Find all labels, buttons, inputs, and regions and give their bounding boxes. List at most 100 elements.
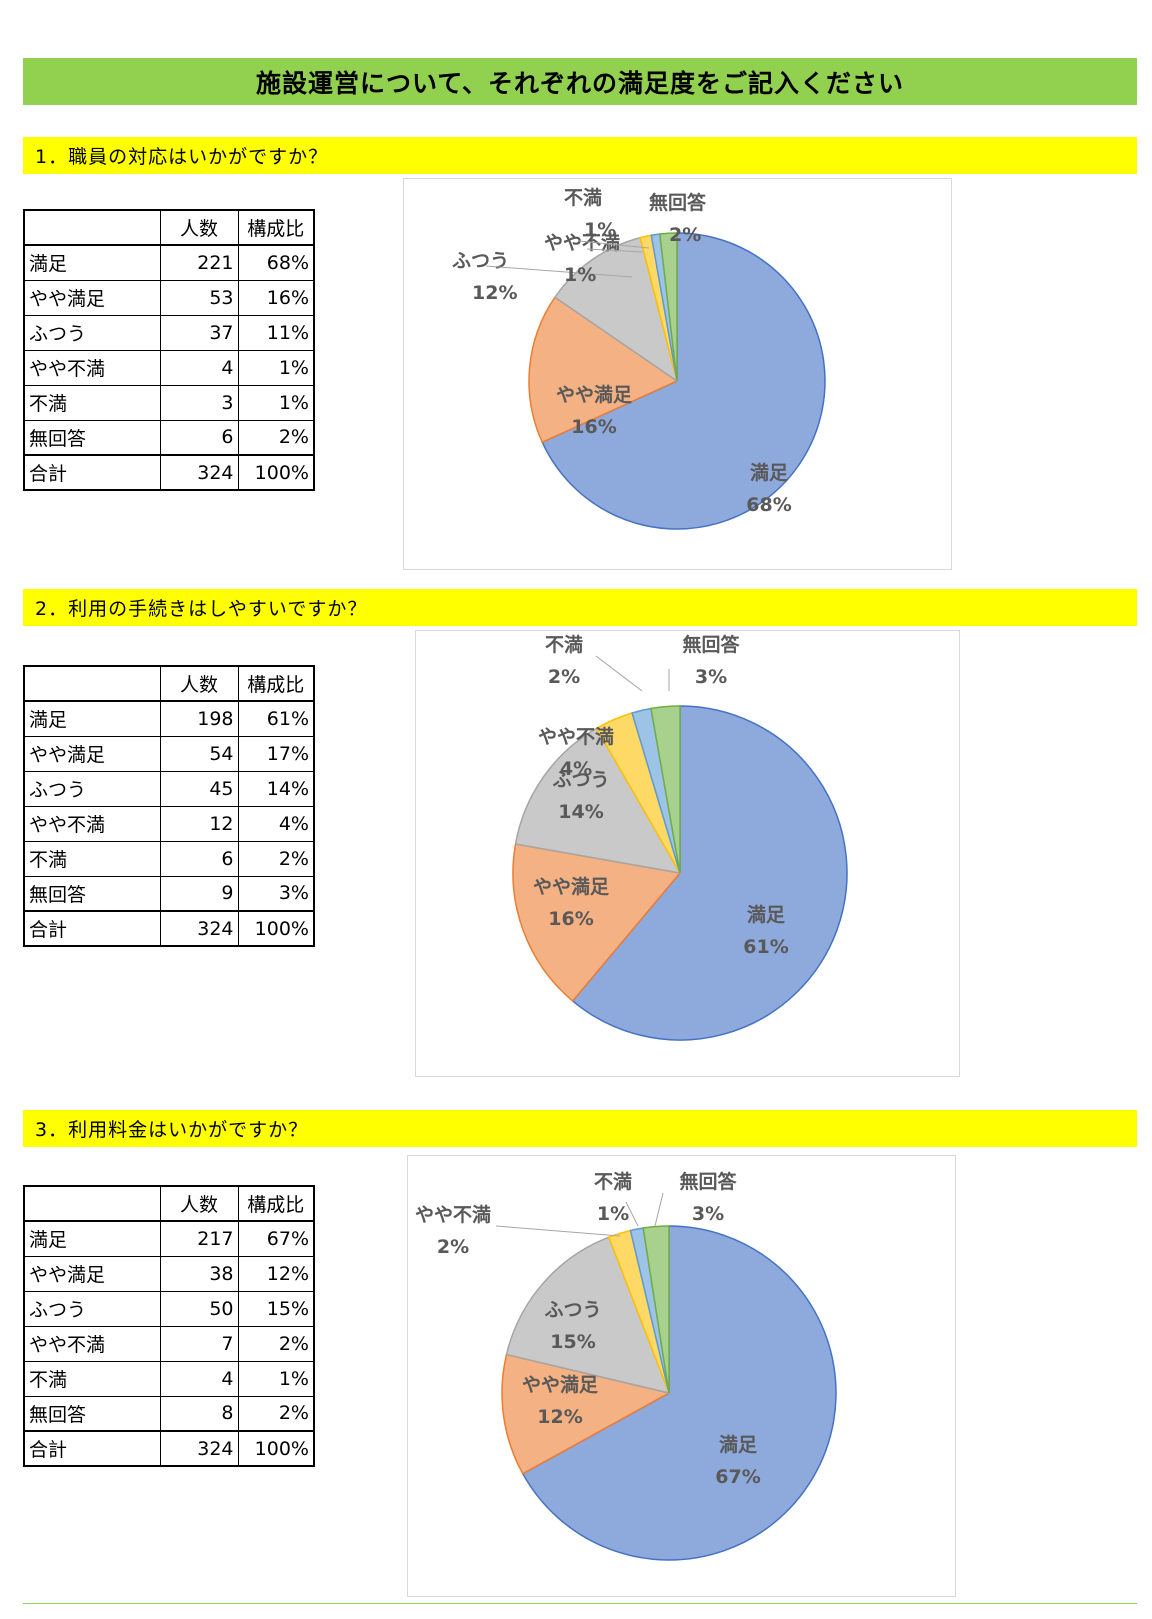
pie-slice-0 xyxy=(521,1225,837,1561)
slice-label-category: やや満足 xyxy=(556,384,633,406)
slice-label-percent: 14% xyxy=(558,801,603,823)
pie-slice-0 xyxy=(541,232,826,530)
slice-label-category: ふつう xyxy=(544,1299,601,1321)
row-label: やや不満 xyxy=(23,1325,161,1362)
header-ratio: 構成比 xyxy=(237,1185,315,1222)
slice-label-percent: 15% xyxy=(550,1331,595,1353)
row-label: 満足 xyxy=(23,244,161,281)
row-ratio: 14% xyxy=(237,770,315,807)
header-blank xyxy=(23,665,161,702)
pie-slice-5 xyxy=(658,232,678,382)
row-count: 50 xyxy=(159,1290,239,1327)
slice-label-percent: 2% xyxy=(437,1236,469,1258)
total-ratio: 100% xyxy=(237,454,315,491)
pie-chart-svg: 満足 61% やや満足 16% ふつう 14% やや不満 4% 不満 2% 無回答 3% xyxy=(512,633,848,1041)
slice-label-category: 不満 xyxy=(545,634,583,656)
pie-slice-2 xyxy=(514,727,682,875)
table-row: 無回答 8 2% xyxy=(23,1395,315,1432)
total-count: 324 xyxy=(159,454,239,491)
row-ratio: 11% xyxy=(237,314,315,351)
leader-line xyxy=(654,1192,664,1227)
total-ratio: 100% xyxy=(237,1430,315,1467)
slice-label-percent: 3% xyxy=(695,666,727,688)
question-1-header: 1．職員の対応はいかがですか？ xyxy=(23,137,1137,174)
pie-chart-svg: 満足 67% やや満足 12% ふつう 15% やや不満 2% 不満 1% 無回答 3% xyxy=(415,1170,837,1561)
slice-label-category: やや不満 xyxy=(544,232,620,254)
table-row: ふつう 37 11% xyxy=(23,314,315,351)
row-count: 6 xyxy=(159,419,239,456)
row-count: 53 xyxy=(159,279,239,316)
slice-label-percent: 1% xyxy=(584,219,616,241)
table-total-row: 合計 324 100% xyxy=(23,454,315,491)
pie-slice-5 xyxy=(642,1225,670,1394)
slice-label-percent: 2% xyxy=(548,666,580,688)
row-ratio: 2% xyxy=(237,1325,315,1362)
row-label: ふつう xyxy=(23,770,161,807)
page-title: 施設運営について、それぞれの満足度をご記入ください xyxy=(23,58,1137,105)
row-ratio: 2% xyxy=(237,1395,315,1432)
table-row: 不満 3 1% xyxy=(23,384,315,421)
table-row: やや満足 54 17% xyxy=(23,735,315,772)
slice-label-category: やや満足 xyxy=(533,876,610,898)
table-row: 不満 4 1% xyxy=(23,1360,315,1397)
pie-slice-5 xyxy=(650,705,681,874)
row-label: ふつう xyxy=(23,314,161,351)
row-label: 無回答 xyxy=(23,1395,161,1432)
header-count: 人数 xyxy=(159,209,239,246)
header-count: 人数 xyxy=(159,1185,239,1222)
row-count: 3 xyxy=(159,384,239,421)
row-count: 217 xyxy=(159,1220,239,1257)
row-label: やや満足 xyxy=(23,1255,161,1292)
leader-line xyxy=(595,655,643,692)
row-ratio: 1% xyxy=(237,349,315,386)
row-label: やや満足 xyxy=(23,735,161,772)
table-header-row: 人数 構成比 xyxy=(23,209,315,246)
leader-line xyxy=(586,248,643,253)
pie-slice-0 xyxy=(571,705,848,1041)
slice-label-category: 満足 xyxy=(750,462,789,484)
table-row: ふつう 45 14% xyxy=(23,770,315,807)
slice-label-category: 不満 xyxy=(594,1171,632,1193)
header-ratio: 構成比 xyxy=(237,209,315,246)
row-label: 満足 xyxy=(23,700,161,737)
row-count: 8 xyxy=(159,1395,239,1432)
slice-label-percent: 1% xyxy=(564,264,596,286)
pie-slice-1 xyxy=(501,1353,672,1475)
table-total-row: 合計 324 100% xyxy=(23,1430,315,1467)
header-ratio: 構成比 xyxy=(237,665,315,702)
pie-chart-q3: 満足 67% やや満足 12% ふつう 15% やや不満 2% 不満 1% 無回答 3% xyxy=(407,1155,956,1597)
row-label: やや不満 xyxy=(23,805,161,842)
slice-label-category: 不満 xyxy=(564,187,602,209)
row-ratio: 16% xyxy=(237,279,315,316)
slice-label-category: 無回答 xyxy=(679,1170,737,1193)
pie-slice-2 xyxy=(505,1236,671,1395)
row-count: 12 xyxy=(159,805,239,842)
leader-line xyxy=(495,1225,621,1237)
row-count: 221 xyxy=(159,244,239,281)
total-count: 324 xyxy=(159,1430,239,1467)
table-header-row: 人数 構成比 xyxy=(23,665,315,702)
total-count: 324 xyxy=(159,910,239,947)
question-3-header: 3．利用料金はいかがですか？ xyxy=(23,1110,1137,1147)
slice-label-category: 無回答 xyxy=(649,191,707,214)
table-header-row: 人数 構成比 xyxy=(23,1185,315,1222)
slice-label-category: やや不満 xyxy=(538,726,614,748)
question-2-header: 2．利用の手続きはしやすいですか？ xyxy=(23,589,1137,626)
total-label: 合計 xyxy=(23,1430,161,1467)
table-q2: 人数 構成比 満足 198 61% やや満足 54 17% ふつう 45 14% やや不満 1… xyxy=(23,665,315,947)
pie-chart-q2: 満足 61% やや満足 16% ふつう 14% やや不満 4% 不満 2% 無回答 3% xyxy=(415,630,960,1077)
slice-label-percent: 16% xyxy=(571,416,616,438)
row-ratio: 17% xyxy=(237,735,315,772)
row-label: やや満足 xyxy=(23,279,161,316)
row-count: 38 xyxy=(159,1255,239,1292)
row-count: 45 xyxy=(159,770,239,807)
row-ratio: 2% xyxy=(237,419,315,456)
table-row: 満足 198 61% xyxy=(23,700,315,737)
table-row: やや満足 53 16% xyxy=(23,279,315,316)
row-ratio: 12% xyxy=(237,1255,315,1292)
row-ratio: 68% xyxy=(237,244,315,281)
row-ratio: 4% xyxy=(237,805,315,842)
slice-label-percent: 68% xyxy=(746,494,791,516)
row-count: 198 xyxy=(159,700,239,737)
row-count: 6 xyxy=(159,840,239,877)
